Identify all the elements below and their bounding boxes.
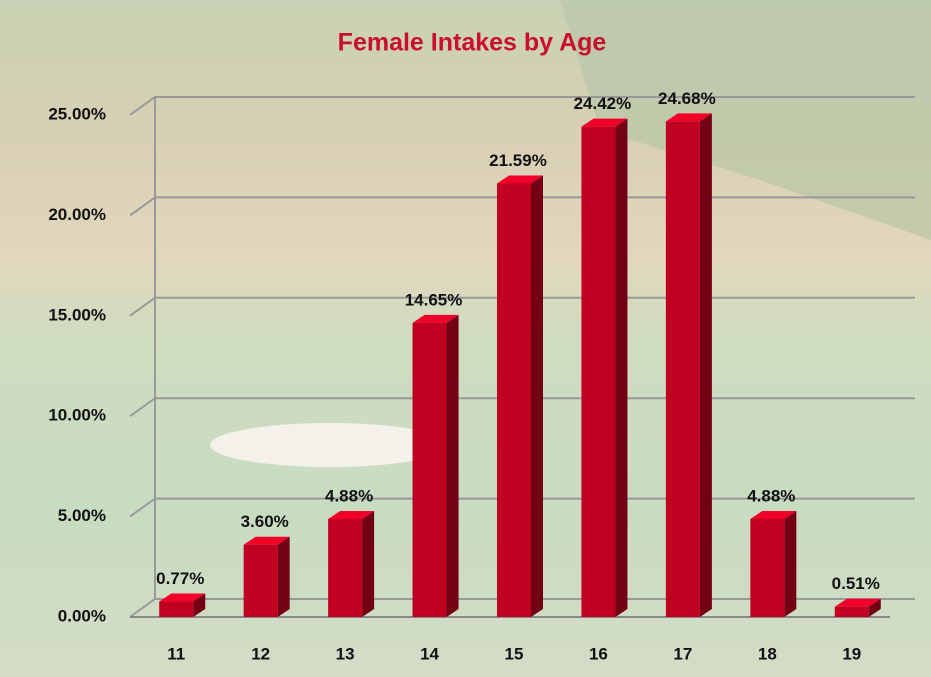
- bar: [665, 121, 700, 617]
- bar-side: [446, 314, 459, 617]
- value-label: 24.68%: [658, 89, 716, 108]
- x-tick-label: 13: [336, 644, 355, 663]
- bar: [750, 519, 785, 617]
- x-tick-label: 17: [673, 644, 692, 663]
- value-label: 4.88%: [747, 486, 795, 505]
- x-tick-label: 18: [758, 644, 777, 663]
- bar-top: [328, 511, 375, 520]
- y-tick-label: 0.00%: [58, 606, 106, 625]
- bar-side: [277, 536, 290, 617]
- bar-side: [193, 593, 206, 617]
- bar: [328, 519, 363, 617]
- value-label: 0.77%: [156, 569, 204, 588]
- bar: [159, 601, 194, 617]
- bar-top: [159, 593, 206, 602]
- bar-side: [531, 175, 543, 618]
- chart-title: Female Intakes by Age: [338, 29, 607, 57]
- bar: [243, 544, 278, 617]
- bar-side: [615, 118, 628, 618]
- bar-side: [362, 511, 375, 617]
- y-tick-label: 20.00%: [48, 205, 106, 224]
- x-tick-label: 12: [251, 644, 270, 663]
- bar-top: [412, 314, 459, 323]
- bar-top: [665, 113, 712, 122]
- bar: [834, 606, 869, 617]
- background-sand: [210, 423, 450, 467]
- y-tick-label: 15.00%: [48, 305, 106, 324]
- background-trees: [560, 0, 931, 240]
- value-label: 4.88%: [325, 486, 373, 505]
- value-label: 3.60%: [241, 512, 289, 531]
- x-tick-label: 15: [505, 644, 524, 663]
- y-tick-label: 5.00%: [58, 506, 106, 525]
- bar-top: [581, 118, 628, 127]
- bar-top: [750, 511, 797, 520]
- y-tick-label: 10.00%: [48, 406, 106, 425]
- bar-top: [243, 536, 290, 545]
- value-label: 0.51%: [832, 574, 880, 593]
- bar: [412, 322, 447, 617]
- value-label: 14.65%: [405, 290, 463, 309]
- bar-side: [868, 598, 881, 617]
- x-tick-label: 16: [589, 644, 608, 663]
- bar: [581, 126, 616, 618]
- bar-side: [784, 511, 797, 617]
- y-tick-label: 25.00%: [48, 104, 106, 123]
- x-tick-label: 11: [167, 644, 185, 663]
- value-label: 24.42%: [574, 94, 632, 113]
- bar-top: [834, 598, 881, 607]
- x-tick-label: 14: [420, 644, 439, 663]
- x-tick-label: 19: [842, 644, 861, 663]
- bar-top: [497, 175, 543, 184]
- bar-side: [699, 113, 712, 617]
- value-label: 21.59%: [489, 151, 547, 170]
- bar: [497, 183, 531, 618]
